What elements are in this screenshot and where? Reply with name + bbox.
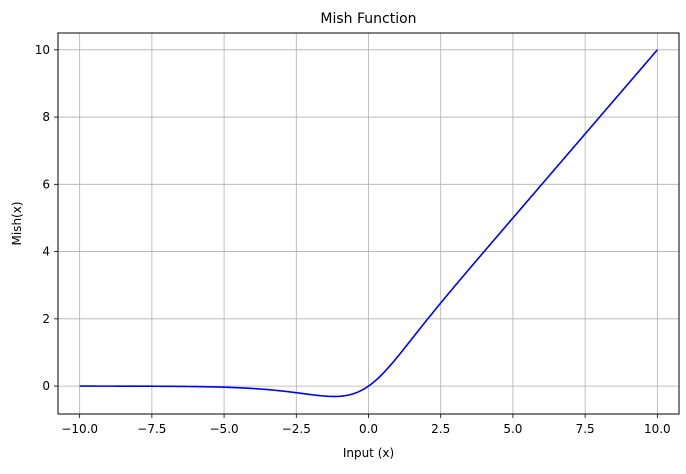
y-tick-label: 6 xyxy=(42,177,50,191)
x-tick-label: −10.0 xyxy=(61,422,98,436)
x-tick-label: 10.0 xyxy=(644,422,671,436)
y-tick-label: 0 xyxy=(42,379,50,393)
x-tick-label: −7.5 xyxy=(137,422,166,436)
y-axis-label: Mish(x) xyxy=(10,201,24,245)
x-tick-label: 2.5 xyxy=(431,422,450,436)
y-tick-label: 2 xyxy=(42,312,50,326)
grid-lines xyxy=(58,33,679,414)
chart-title: Mish Function xyxy=(320,11,416,27)
series-layer xyxy=(79,49,658,398)
x-tick-label: 0.0 xyxy=(359,422,378,436)
y-tick-label: 8 xyxy=(42,110,50,124)
x-tick-label: 7.5 xyxy=(576,422,595,436)
x-axis-ticks: −10.0 −7.5 −5.0 −2.5 0.0 2.5 5.0 7.5 10.0 xyxy=(61,414,671,436)
x-tick-label: −2.5 xyxy=(282,422,311,436)
y-tick-label: 4 xyxy=(42,245,50,259)
mish-series-line xyxy=(79,49,658,398)
y-axis-ticks: 0 2 4 6 8 10 xyxy=(35,43,58,393)
x-tick-label: −5.0 xyxy=(210,422,239,436)
x-tick-label: 5.0 xyxy=(503,422,522,436)
x-axis-label: Input (x) xyxy=(343,446,394,460)
y-tick-label: 10 xyxy=(35,43,50,57)
